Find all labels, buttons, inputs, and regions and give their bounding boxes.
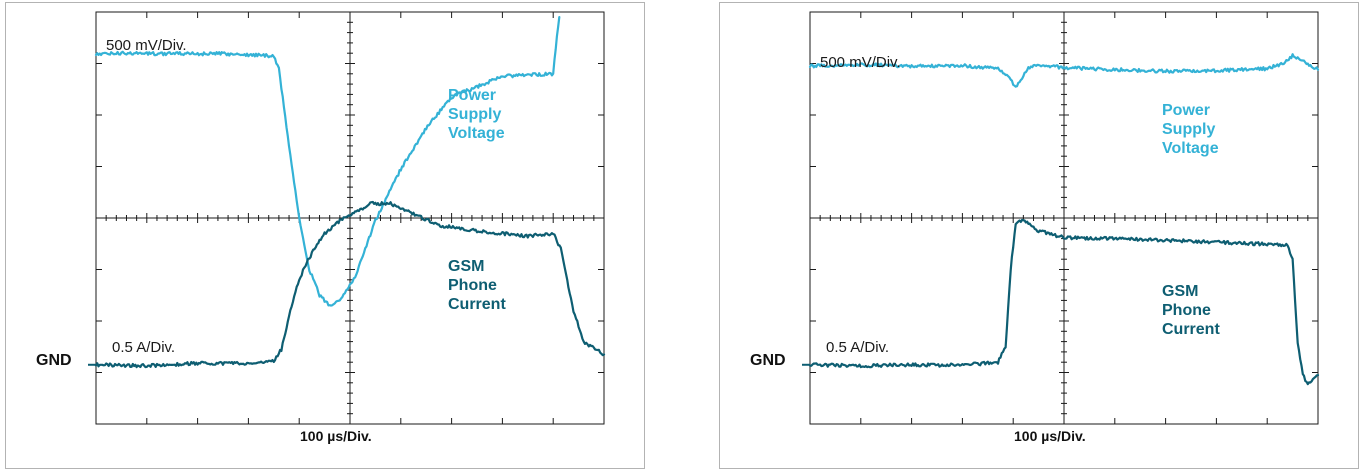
voltage-series-label-line: Supply xyxy=(1162,120,1219,139)
scope-panel-right: 500 mV/Div. 0.5 A/Div. GND 100 µs/Div. P… xyxy=(714,0,1364,471)
voltage-scale-label: 500 mV/Div. xyxy=(106,38,187,54)
current-series-label: GSM Phone Current xyxy=(1162,282,1220,339)
current-series-label-line: Current xyxy=(1162,320,1220,339)
current-series-label: GSM Phone Current xyxy=(448,257,506,314)
current-scale-label: 0.5 A/Div. xyxy=(112,340,175,356)
ground-label: GND xyxy=(36,352,72,370)
scope-panel-left: 500 mV/Div. 0.5 A/Div. GND 100 µs/Div. P… xyxy=(0,0,650,471)
voltage-series-label-line: Supply xyxy=(448,105,505,124)
voltage-series-label-line: Voltage xyxy=(1162,139,1219,158)
current-series-label-line: Current xyxy=(448,295,506,314)
voltage-scale-label: 500 mV/Div. xyxy=(820,55,901,71)
time-scale-label: 100 µs/Div. xyxy=(300,428,372,444)
scope-plot xyxy=(714,0,1364,471)
current-series-label-line: GSM xyxy=(1162,282,1220,301)
voltage-series-label-line: Power xyxy=(448,86,505,105)
time-scale-label: 100 µs/Div. xyxy=(1014,428,1086,444)
current-series-label-line: GSM xyxy=(448,257,506,276)
current-series-label-line: Phone xyxy=(448,276,506,295)
voltage-series-label: Power Supply Voltage xyxy=(1162,101,1219,158)
current-scale-label: 0.5 A/Div. xyxy=(826,340,889,356)
voltage-series-label: Power Supply Voltage xyxy=(448,86,505,143)
ground-label: GND xyxy=(750,352,786,370)
voltage-series-label-line: Voltage xyxy=(448,124,505,143)
voltage-series-label-line: Power xyxy=(1162,101,1219,120)
scope-plot xyxy=(0,0,650,471)
scope-grid xyxy=(810,12,1318,424)
current-series-label-line: Phone xyxy=(1162,301,1220,320)
